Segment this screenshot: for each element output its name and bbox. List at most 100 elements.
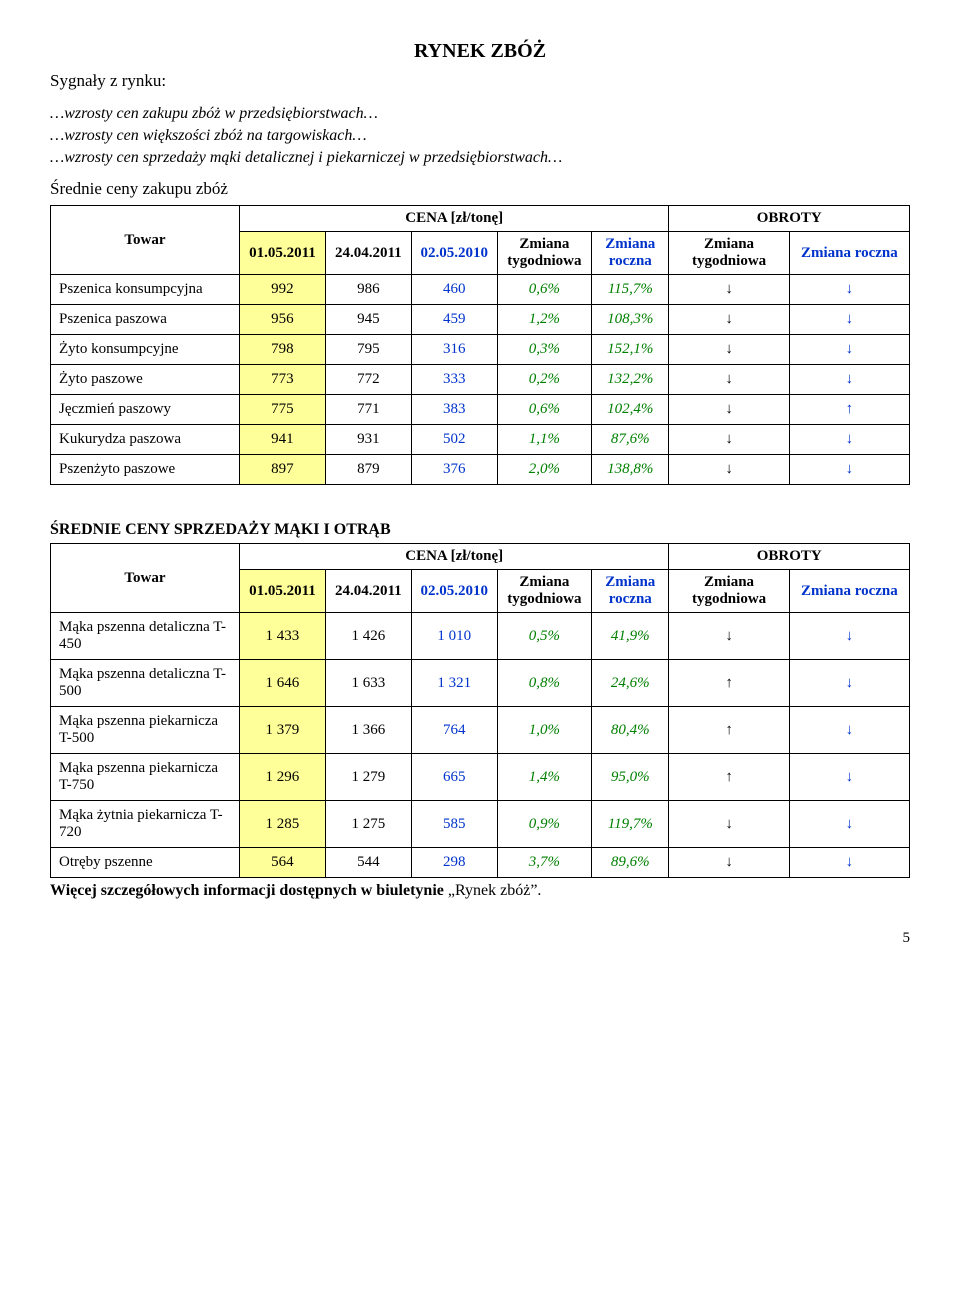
cell-or: ↓ xyxy=(789,801,909,848)
cell-name: Mąka żytnia piekarnicza T-720 xyxy=(51,801,240,848)
cell-zt: 0,3% xyxy=(497,335,591,365)
cell-zr: 119,7% xyxy=(592,801,669,848)
table-row: Pszenżyto paszowe8978793762,0%138,8%↓↓ xyxy=(51,455,910,485)
cell-d1: 564 xyxy=(239,848,325,878)
cell-or: ↓ xyxy=(789,660,909,707)
table1-heading: Średnie ceny zakupu zbóż xyxy=(50,179,910,199)
table-header-row: Towar CENA [zł/tonę] OBROTY xyxy=(51,544,910,570)
table-row: Żyto konsumpcyjne7987953160,3%152,1%↓↓ xyxy=(51,335,910,365)
cell-d3: 376 xyxy=(411,455,497,485)
table-row: Otręby pszenne5645442983,7%89,6%↓↓ xyxy=(51,848,910,878)
cell-ot: ↓ xyxy=(669,365,789,395)
cell-or: ↓ xyxy=(789,848,909,878)
cell-zt: 1,1% xyxy=(497,425,591,455)
cell-d1: 1 285 xyxy=(239,801,325,848)
cell-or: ↓ xyxy=(789,707,909,754)
cell-ot: ↓ xyxy=(669,335,789,365)
cell-zt: 1,4% xyxy=(497,754,591,801)
table-row: Mąka pszenna detaliczna T-4501 4331 4261… xyxy=(51,613,910,660)
cell-d2: 1 275 xyxy=(325,801,411,848)
table-row: Mąka pszenna piekarnicza T-5001 3791 366… xyxy=(51,707,910,754)
signal-line: …wzrosty cen zakupu zbóż w przedsiębiors… xyxy=(50,105,910,123)
cell-d3: 298 xyxy=(411,848,497,878)
cell-or: ↓ xyxy=(789,365,909,395)
signal-line: …wzrosty cen sprzedaży mąki detalicznej … xyxy=(50,149,910,167)
table-row: Jęczmień paszowy7757713830,6%102,4%↓↑ xyxy=(51,395,910,425)
cell-ot: ↓ xyxy=(669,395,789,425)
signals-heading: Sygnały z rynku: xyxy=(50,71,910,91)
header-obroty-roczna: Zmiana roczna xyxy=(789,570,909,613)
cell-name: Pszenżyto paszowe xyxy=(51,455,240,485)
cell-name: Pszenica konsumpcyjna xyxy=(51,275,240,305)
cell-zr: 41,9% xyxy=(592,613,669,660)
cell-zr: 89,6% xyxy=(592,848,669,878)
table-row: Pszenica paszowa9569454591,2%108,3%↓↓ xyxy=(51,305,910,335)
cell-zr: 152,1% xyxy=(592,335,669,365)
cell-or: ↓ xyxy=(789,425,909,455)
cell-ot: ↓ xyxy=(669,425,789,455)
cell-zt: 0,6% xyxy=(497,275,591,305)
header-obroty: OBROTY xyxy=(669,206,910,232)
cell-name: Otręby pszenne xyxy=(51,848,240,878)
cell-zr: 138,8% xyxy=(592,455,669,485)
cell-d3: 764 xyxy=(411,707,497,754)
cell-d2: 986 xyxy=(325,275,411,305)
table-row: Mąka żytnia piekarnicza T-7201 2851 2755… xyxy=(51,801,910,848)
cell-d3: 460 xyxy=(411,275,497,305)
cell-zr: 87,6% xyxy=(592,425,669,455)
cell-zt: 0,9% xyxy=(497,801,591,848)
cell-zt: 0,5% xyxy=(497,613,591,660)
header-cena: CENA [zł/tonę] xyxy=(239,206,668,232)
header-cena: CENA [zł/tonę] xyxy=(239,544,668,570)
cell-d3: 665 xyxy=(411,754,497,801)
cell-name: Pszenica paszowa xyxy=(51,305,240,335)
cell-zt: 0,2% xyxy=(497,365,591,395)
cell-d2: 1 366 xyxy=(325,707,411,754)
cell-d1: 1 296 xyxy=(239,754,325,801)
cell-d1: 1 379 xyxy=(239,707,325,754)
cell-d2: 795 xyxy=(325,335,411,365)
cell-ot: ↓ xyxy=(669,613,789,660)
cell-or: ↓ xyxy=(789,275,909,305)
header-zmiana-roczna: Zmiana roczna xyxy=(592,232,669,275)
header-towar: Towar xyxy=(51,544,240,613)
cell-or: ↓ xyxy=(789,754,909,801)
header-zmiana-roczna: Zmiana roczna xyxy=(592,570,669,613)
table-row: Mąka pszenna detaliczna T-5001 6461 6331… xyxy=(51,660,910,707)
cell-d3: 1 321 xyxy=(411,660,497,707)
cell-or: ↓ xyxy=(789,613,909,660)
cell-ot: ↓ xyxy=(669,305,789,335)
table2-heading: ŚREDNIE CENY SPRZEDAŻY MĄKI I OTRĄB xyxy=(50,521,910,539)
cell-d3: 459 xyxy=(411,305,497,335)
cell-d3: 333 xyxy=(411,365,497,395)
footnote: Więcej szczegółowych informacji dostępny… xyxy=(50,882,910,900)
header-date1: 01.05.2011 xyxy=(239,232,325,275)
cell-d1: 941 xyxy=(239,425,325,455)
footnote-quoted: „Rynek zbóż”. xyxy=(448,882,542,899)
signal-line: …wzrosty cen większości zbóż na targowis… xyxy=(50,127,910,145)
page-number: 5 xyxy=(50,930,910,947)
cell-d1: 897 xyxy=(239,455,325,485)
cell-d1: 1 646 xyxy=(239,660,325,707)
cell-name: Mąka pszenna piekarnicza T-750 xyxy=(51,754,240,801)
cell-zr: 108,3% xyxy=(592,305,669,335)
cell-d2: 931 xyxy=(325,425,411,455)
cell-ot: ↑ xyxy=(669,707,789,754)
header-date2: 24.04.2011 xyxy=(325,232,411,275)
cell-zt: 3,7% xyxy=(497,848,591,878)
cell-zr: 132,2% xyxy=(592,365,669,395)
header-zmiana-tyg: Zmiana tygodniowa xyxy=(497,570,591,613)
header-obroty-roczna: Zmiana roczna xyxy=(789,232,909,275)
cell-name: Mąka pszenna detaliczna T-450 xyxy=(51,613,240,660)
cell-d1: 773 xyxy=(239,365,325,395)
cell-d3: 383 xyxy=(411,395,497,425)
cell-zr: 102,4% xyxy=(592,395,669,425)
cell-d2: 1 279 xyxy=(325,754,411,801)
cell-d1: 775 xyxy=(239,395,325,425)
cell-ot: ↓ xyxy=(669,801,789,848)
cell-name: Mąka pszenna piekarnicza T-500 xyxy=(51,707,240,754)
cell-d1: 956 xyxy=(239,305,325,335)
cell-d1: 1 433 xyxy=(239,613,325,660)
cell-ot: ↓ xyxy=(669,848,789,878)
header-date3: 02.05.2010 xyxy=(411,232,497,275)
